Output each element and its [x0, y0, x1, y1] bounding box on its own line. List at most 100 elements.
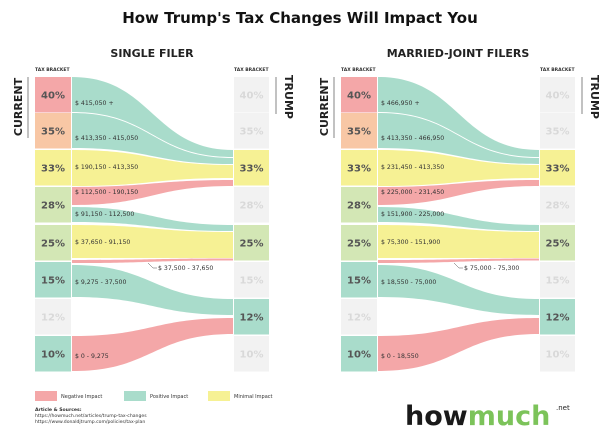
current-bracket-box	[35, 262, 71, 298]
current-bracket-box	[35, 336, 71, 372]
flow-band-positive	[378, 113, 539, 164]
trump-bracket-box	[234, 113, 269, 149]
trump-bracket-rate: 15%	[546, 275, 570, 286]
flow-label: $ 112,500 - 190,150	[75, 189, 138, 196]
flow-band-negative	[378, 318, 539, 371]
flow-band-negative	[72, 318, 233, 371]
flow-band-negative	[72, 180, 233, 205]
logo-much: much	[468, 401, 551, 432]
flow-band-positive	[72, 207, 233, 231]
current-bracket-box	[341, 299, 377, 335]
flow-band-negative	[72, 258, 233, 263]
flow-label: $ 75,000 - 75,300	[464, 265, 519, 272]
trump-bracket-rate: 15%	[240, 275, 264, 286]
flow-band-positive	[378, 77, 539, 157]
trump-bracket-box	[540, 187, 575, 223]
flow-label: $ 75,300 - 151,900	[381, 239, 440, 246]
trump-bracket-box	[540, 299, 575, 335]
trump-bracket-box	[540, 225, 575, 261]
logo-how: how	[405, 401, 468, 432]
source-link: https://www.donaldjtrump.com/policies/ta…	[35, 419, 145, 425]
trump-side-label: TRUMP	[588, 75, 600, 119]
trump-bracket-rate: 40%	[546, 90, 570, 101]
trump-bracket-rate: 33%	[546, 163, 570, 174]
current-bracket-rate: 28%	[347, 200, 371, 211]
trump-bracket-rate: 10%	[240, 349, 264, 360]
legend-swatch-negative	[35, 391, 57, 401]
tax-bracket-label-trump: TAX BRACKET	[540, 67, 575, 73]
current-bracket-rate: 15%	[41, 275, 65, 286]
current-bracket-rate: 25%	[347, 238, 371, 249]
legend-label: Positive Impact	[150, 394, 188, 400]
current-bracket-box	[341, 336, 377, 372]
current-bracket-rate: 28%	[41, 200, 65, 211]
current-bracket-box	[341, 150, 377, 186]
current-bracket-box	[341, 262, 377, 298]
trump-bracket-rate: 35%	[240, 126, 264, 137]
trump-bracket-box	[234, 187, 269, 223]
trump-bracket-box	[540, 113, 575, 149]
flow-band-minimal	[378, 225, 539, 258]
flow-band-negative	[378, 180, 539, 205]
trump-bracket-box	[234, 77, 269, 113]
current-bracket-box	[35, 187, 71, 223]
source-link: https://howmuch.net/articles/trump-tax-c…	[35, 413, 147, 419]
flow-label: $ 0 - 9,275	[75, 353, 109, 360]
trump-bracket-box	[234, 299, 269, 335]
current-side-label: CURRENT	[318, 77, 331, 136]
sources: Article & Sources:https://howmuch.net/ar…	[35, 407, 147, 425]
current-side-label: CURRENT	[12, 77, 25, 136]
flow-band-minimal	[72, 150, 233, 186]
trump-bracket-box	[540, 150, 575, 186]
current-bracket-box	[35, 113, 71, 149]
flow-label: $ 18,550 - 75,000	[381, 279, 436, 286]
current-bracket-rate: 25%	[41, 238, 65, 249]
page-title: How Trump's Tax Changes Will Impact You	[122, 9, 478, 27]
panel-single-filer: SINGLE FILER TAX BRACKET TAX BRACKET CURREN…	[12, 47, 295, 372]
trump-bracket-box	[234, 150, 269, 186]
current-bracket-box	[341, 187, 377, 223]
flow-label: $ 225,000 - 231,450	[381, 189, 444, 196]
current-bracket-box	[341, 77, 377, 113]
trump-bracket-rate: 10%	[546, 349, 570, 360]
flow-label: $ 151,900 - 225,000	[381, 211, 444, 218]
legend-label: Negative Impact	[61, 394, 102, 400]
flow-label: $ 190,150 - 413,350	[75, 164, 138, 171]
flow-label: $ 37,500 - 37,650	[158, 265, 213, 272]
trump-bracket-rate: 12%	[240, 312, 264, 323]
flow-band-positive	[72, 113, 233, 164]
legend-swatch-positive	[124, 391, 146, 401]
leader-line	[453, 262, 463, 269]
current-bracket-rate: 33%	[41, 163, 65, 174]
legend: Negative Impact Positive Impact Minimal Im…	[35, 391, 273, 401]
flow-label: $ 231,450 - 413,350	[381, 164, 444, 171]
trump-bracket-rate: 40%	[240, 90, 264, 101]
flow-band-positive	[72, 77, 233, 157]
trump-bracket-rate: 28%	[240, 200, 264, 211]
current-bracket-rate: 35%	[41, 126, 65, 137]
legend-swatch-minimal	[208, 391, 230, 401]
current-bracket-rate: 35%	[347, 126, 371, 137]
tax-bracket-label-current: TAX BRACKET	[35, 67, 70, 73]
trump-bracket-rate: 35%	[546, 126, 570, 137]
trump-bracket-box	[540, 262, 575, 298]
current-bracket-rate: 40%	[347, 90, 371, 101]
current-bracket-box	[35, 225, 71, 261]
flow-label: $ 413,350 - 466,950	[381, 135, 444, 142]
flow-band-positive	[378, 207, 539, 231]
panel-title: SINGLE FILER	[110, 47, 194, 60]
current-bracket-box	[341, 113, 377, 149]
trump-bracket-box	[234, 336, 269, 372]
current-bracket-rate: 10%	[41, 349, 65, 360]
sources-heading: Article & Sources:	[35, 407, 82, 413]
flow-label: $ 37,650 - 91,150	[75, 239, 130, 246]
flow-band-negative	[378, 258, 539, 263]
current-bracket-box	[35, 77, 71, 113]
trump-bracket-box	[540, 336, 575, 372]
trump-bracket-rate: 28%	[546, 200, 570, 211]
trump-bracket-rate: 25%	[240, 238, 264, 249]
flow-label: $ 413,350 - 415,050	[75, 135, 138, 142]
current-bracket-rate: 15%	[347, 275, 371, 286]
flow-band-positive	[378, 265, 539, 315]
